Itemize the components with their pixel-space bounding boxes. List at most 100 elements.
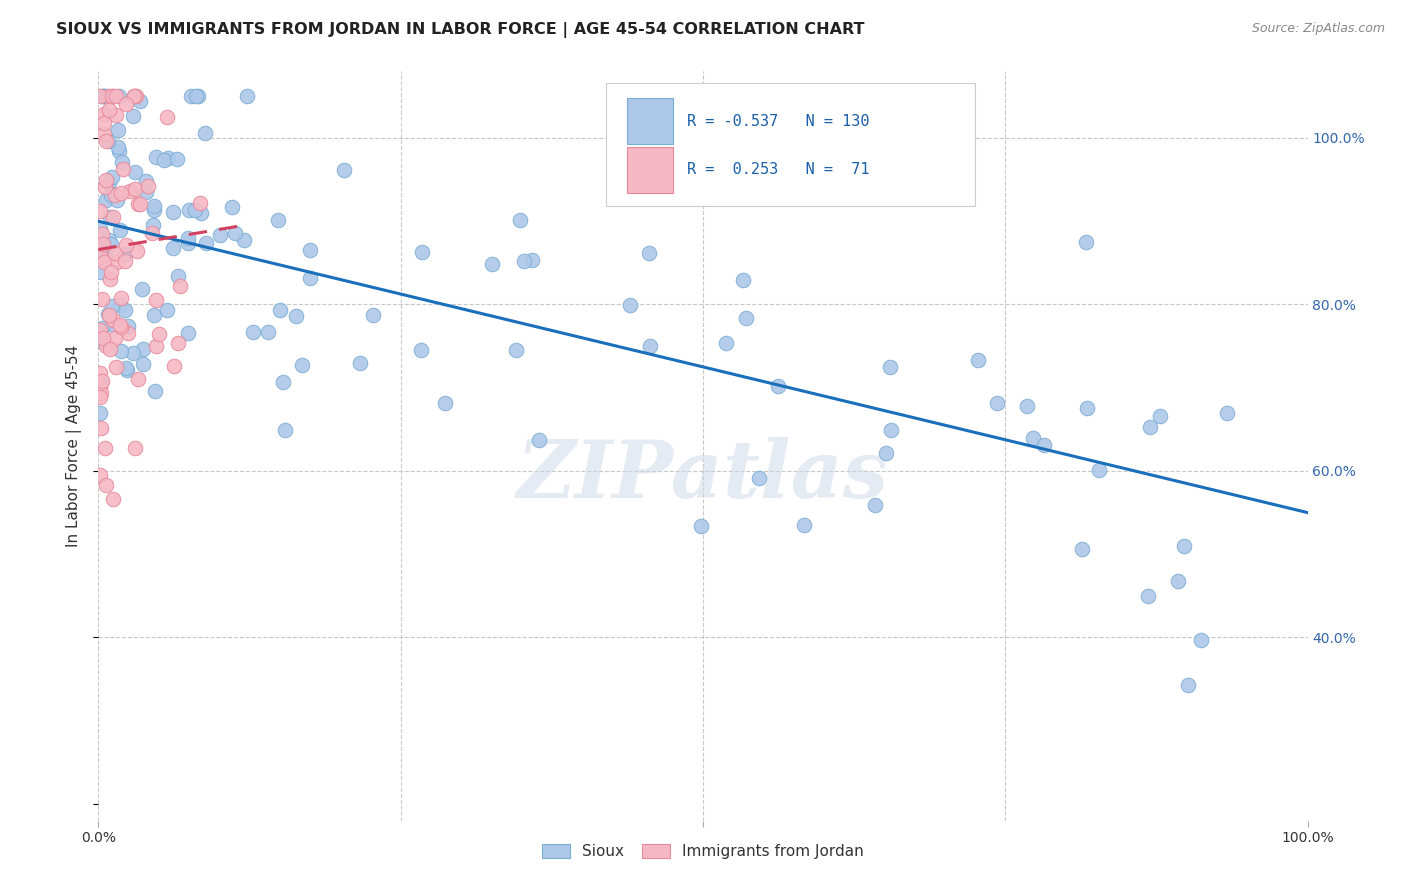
Point [186,89,208,103]
Point [101,317,124,331]
Point [89,89,111,103]
Point [125,244,148,259]
Point [1139,419,1161,434]
Point [94,135,117,149]
Point [986,396,1008,410]
Point [122,89,145,103]
Point [89,390,111,404]
Point [110,186,132,201]
Point [89,203,111,218]
Point [1015,400,1038,414]
Point [1149,409,1171,423]
Point [361,308,384,322]
Point [291,358,314,372]
Point [1087,462,1109,476]
Point [101,89,124,103]
Point [132,343,155,357]
Point [208,227,231,242]
Point [125,89,148,103]
Point [93,89,115,103]
Point [221,200,243,214]
Point [1177,678,1199,692]
Point [1076,235,1098,249]
Point [98,211,121,225]
Point [101,491,124,506]
Point [89,323,111,337]
Point [349,356,371,370]
Point [143,384,166,398]
Point [793,518,815,533]
Point [91,240,114,254]
Point [298,243,321,257]
Point [101,299,124,313]
Point [1076,401,1098,415]
Point [1022,431,1045,445]
Point [509,213,531,227]
Point [177,202,200,217]
Point [768,379,790,393]
Point [90,250,112,264]
Point [110,318,132,332]
Point [98,308,121,322]
Point [101,211,124,225]
Point [97,177,120,191]
Point [145,293,167,308]
Point [1071,541,1094,556]
Point [91,375,114,389]
Point [409,343,432,358]
Point [89,406,111,420]
Point [94,89,117,103]
Point [117,319,139,334]
Point [156,110,179,124]
Point [110,223,132,237]
Point [190,206,212,220]
Point [232,233,254,247]
Point [127,196,149,211]
Point [269,302,291,317]
Point [90,385,112,400]
Point [127,372,149,386]
Point [100,170,122,185]
Point [748,471,770,485]
Point [114,303,136,318]
Point [176,235,198,250]
Point [142,218,165,232]
Point [110,298,132,312]
Point [96,307,118,321]
Point [1033,438,1056,452]
Point [108,89,131,103]
Point [128,94,150,108]
Point [166,152,188,166]
Point [90,376,112,390]
Point [714,335,737,350]
Point [107,140,129,154]
Point [242,325,264,339]
Point [91,227,114,241]
Point [94,180,117,194]
Point [132,358,155,372]
Point [274,423,297,437]
Point [93,255,115,269]
Point [100,187,122,202]
Point [100,187,122,202]
Y-axis label: In Labor Force | Age 45-54: In Labor Force | Age 45-54 [66,345,83,547]
Point [690,519,713,533]
Point [162,205,184,219]
Point [162,359,184,374]
Point [89,366,111,380]
Point [153,153,176,167]
Text: R =  0.253   N =  71: R = 0.253 N = 71 [688,162,870,178]
Point [166,335,188,350]
Point [97,103,120,117]
Point [104,246,127,260]
Point [1173,539,1195,553]
Point [110,291,132,305]
Point [115,97,138,112]
Point [93,116,115,130]
Point [117,326,139,341]
Point [110,343,132,358]
Point [188,196,211,211]
Point [142,309,165,323]
Point [120,184,142,198]
Point [114,253,136,268]
